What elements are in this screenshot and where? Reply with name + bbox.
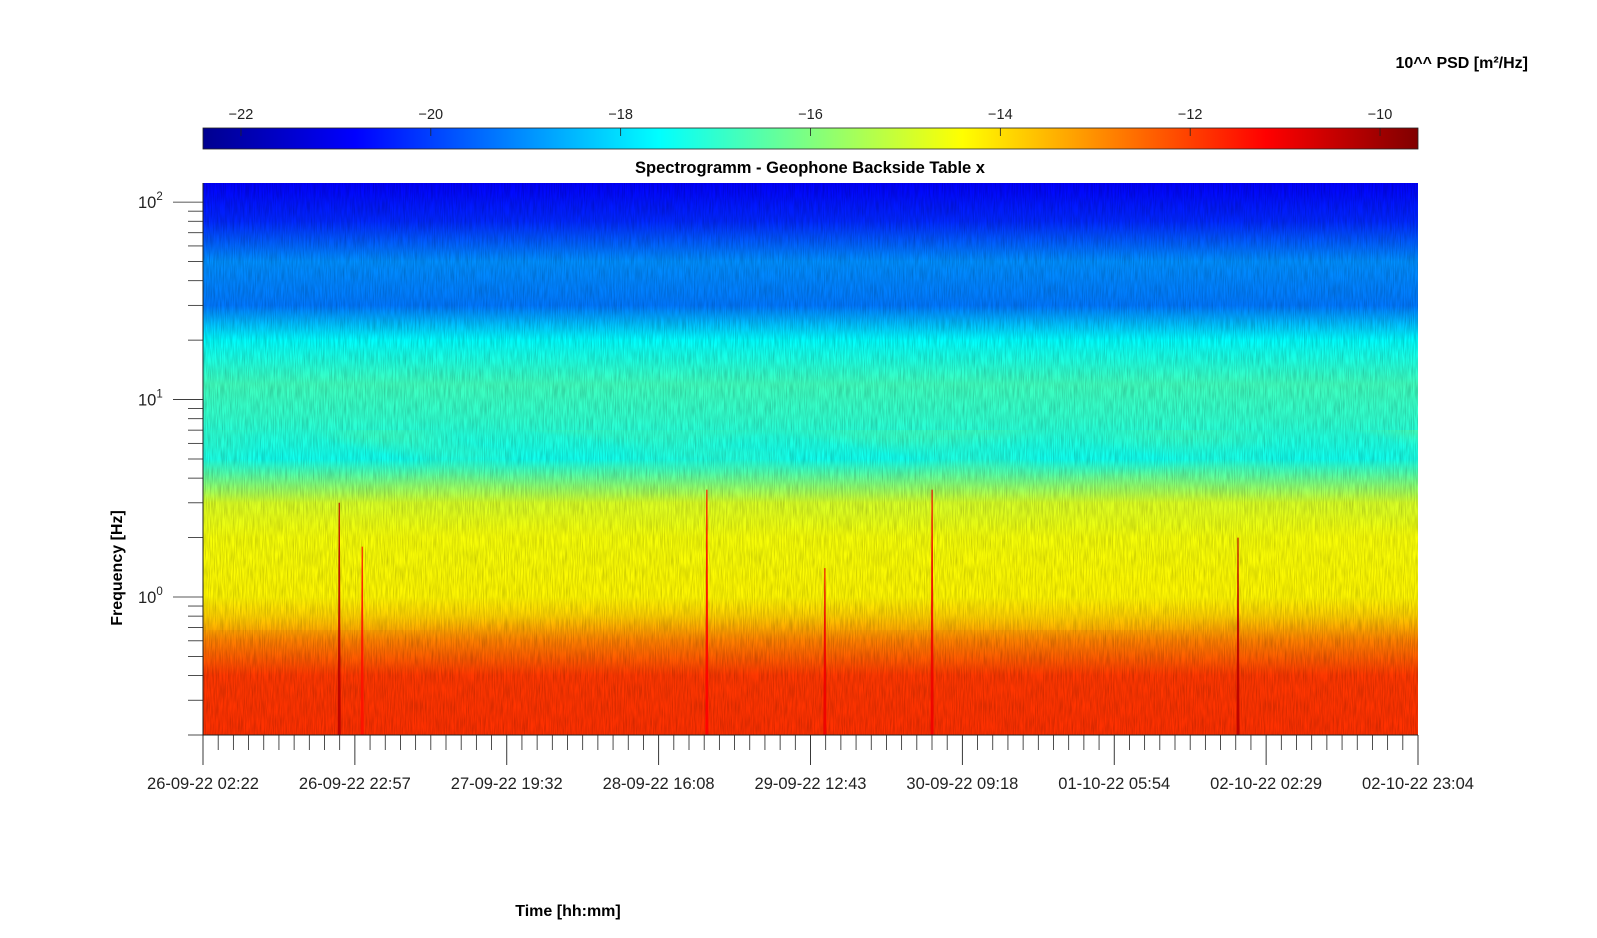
- x-axis-label: Time [hh:mm]: [515, 903, 620, 920]
- x-tick-label: 30-09-22 09:18: [906, 775, 1018, 793]
- colorbar-tick-label: −16: [798, 107, 823, 123]
- colorbar-tick-label: −18: [608, 107, 633, 123]
- colorbar: −22 −20 −18 −16 −14 −12 −10 10^^ PSD [m²/Hz]: [202, 55, 1528, 150]
- colorbar-tick-label: −12: [1178, 107, 1203, 123]
- colorbar-tick-label: −14: [988, 107, 1013, 123]
- x-tick-label: 02-10-22 02:29: [1210, 775, 1322, 793]
- y-tick-label: 101: [138, 389, 163, 410]
- event-streak: [1236, 537, 1240, 735]
- spectrogram-activity: [203, 430, 1418, 630]
- colorbar-label: 10^^ PSD [m²/Hz]: [1396, 55, 1528, 72]
- chart-title: Spectrogramm - Geophone Backside Table x: [635, 159, 986, 177]
- x-tick-label: 26-09-22 22:57: [299, 775, 411, 793]
- y-axis-label: Frequency [Hz]: [109, 510, 126, 626]
- y-axis-ticks: 100 101 102: [138, 191, 203, 736]
- colorbar-tick-label: −20: [419, 107, 444, 123]
- x-tick-label: 28-09-22 16:08: [603, 775, 715, 793]
- x-tick-label: 02-10-22 23:04: [1362, 775, 1474, 793]
- event-streak: [360, 546, 364, 735]
- y-tick-label: 102: [138, 191, 163, 212]
- x-tick-label: 01-10-22 05:54: [1058, 775, 1170, 793]
- event-streak: [823, 568, 827, 735]
- event-streaks: [337, 489, 1240, 735]
- x-tick-label: 27-09-22 19:32: [451, 775, 563, 793]
- x-tick-label: 29-09-22 12:43: [755, 775, 867, 793]
- colorbar-tick-label: −22: [229, 107, 254, 123]
- x-tick-label: 26-09-22 02:22: [147, 775, 259, 793]
- plot-area: [202, 183, 1418, 736]
- event-streak: [930, 489, 934, 735]
- event-streak: [337, 502, 341, 735]
- event-streak: [705, 489, 709, 735]
- x-axis-ticks: 26-09-22 02:22 26-09-22 22:57 27-09-22 19:…: [147, 735, 1474, 793]
- colorbar-tick-label: −10: [1368, 107, 1393, 123]
- y-tick-label: 100: [138, 586, 163, 607]
- colorbar-ticks: −22 −20 −18 −16 −14 −12 −10: [229, 107, 1393, 136]
